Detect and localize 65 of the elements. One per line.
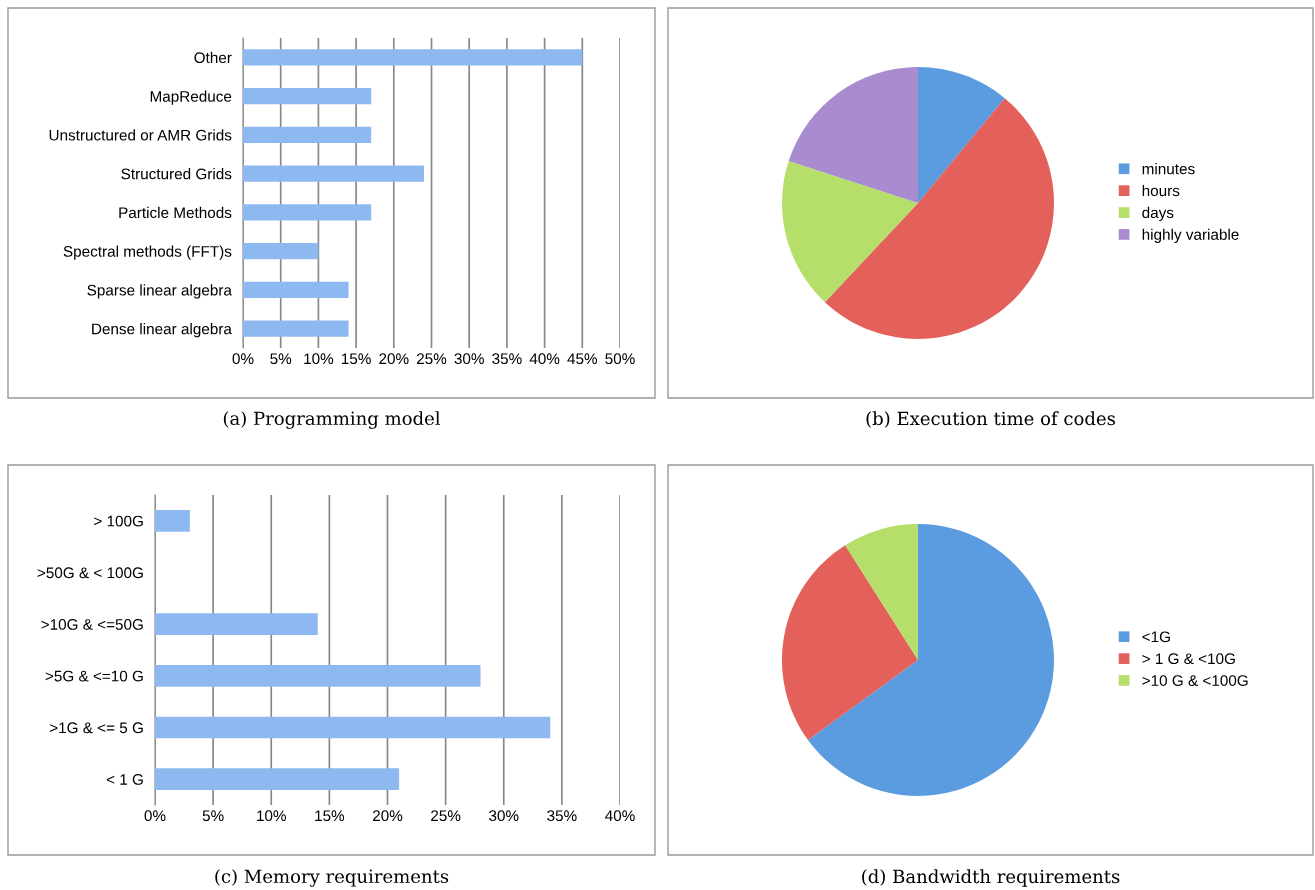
y-tick-label: >1G & <= 5 G (49, 722, 143, 734)
y-tick-label: >5G & <=10 G (45, 670, 143, 682)
pie-slice (845, 524, 918, 660)
x-tick-label: 15% (315, 810, 345, 822)
bar (155, 509, 190, 532)
legend-label: highly variable (1142, 228, 1239, 243)
y-tick-label: Dense linear algebra (92, 323, 232, 338)
bar (243, 204, 372, 221)
y-tick-label: Spectral methods (FFT)s (63, 245, 232, 260)
legend-label: > 1 G & <10G (1142, 653, 1235, 665)
bar (243, 49, 583, 66)
y-tick-label: Structured Grids (121, 168, 232, 180)
y-tick-label: >10G & <=50G (41, 619, 143, 630)
pie-slice (807, 524, 1054, 796)
x-tick-label: 40% (529, 353, 560, 365)
text: (b) Execution time of codes (866, 411, 1115, 428)
x-tick-label: 20% (372, 810, 403, 822)
y-tick-label: Particle Methods (119, 206, 232, 219)
pie-slice (782, 545, 918, 740)
text: (d) Bandwidth requirements (862, 869, 1120, 887)
text: (a) Programming model (223, 411, 441, 429)
bar (155, 664, 481, 687)
legend-label: >10 G & <100G (1142, 675, 1248, 686)
y-tick-label: MapReduce (150, 90, 232, 105)
pie-slice (918, 67, 1005, 203)
x-tick-label: 5% (270, 353, 292, 365)
bar (243, 87, 372, 105)
bar (243, 242, 319, 260)
x-tick-label: 25% (416, 353, 447, 365)
bar (155, 768, 400, 791)
x-tick-label: 30% (454, 353, 484, 365)
bar (243, 320, 349, 337)
x-tick-label: 35% (492, 353, 522, 365)
x-tick-label: 5% (202, 810, 224, 822)
text: (c) Memory requirements (215, 869, 449, 887)
x-tick-label: 20% (379, 353, 409, 365)
pie-slice (782, 160, 918, 303)
y-tick-label: >50G & < 100G (37, 567, 143, 579)
y-tick-label: Other (194, 51, 232, 64)
pie-slice (788, 67, 918, 203)
bar (155, 613, 318, 636)
y-tick-label: < 1 G (106, 774, 143, 785)
bar (243, 281, 349, 299)
y-tick-label: > 100G (94, 515, 143, 527)
x-tick-label: 15% (341, 353, 371, 365)
x-tick-label: 25% (431, 810, 461, 822)
y-tick-label: Sparse linear algebra (87, 284, 232, 299)
legend-label: hours (1142, 184, 1180, 197)
pie-slice (824, 98, 1054, 339)
x-tick-label: 10% (257, 810, 286, 822)
x-tick-label: 0% (144, 810, 166, 822)
x-tick-label: 10% (304, 353, 334, 365)
x-tick-label: 0% (232, 353, 254, 365)
bar (243, 165, 424, 182)
bar (155, 716, 551, 739)
legend-label: minutes (1142, 163, 1195, 175)
y-tick-label: Unstructured or AMR Grids (49, 129, 232, 141)
legend-label: days (1142, 206, 1174, 222)
legend-label: <1G (1142, 631, 1170, 643)
x-tick-label: 40% (605, 810, 635, 822)
x-tick-label: 45% (567, 353, 598, 365)
x-tick-label: 35% (547, 810, 577, 822)
bar (243, 126, 372, 144)
x-tick-label: 50% (605, 353, 635, 365)
x-tick-label: 30% (489, 810, 519, 822)
